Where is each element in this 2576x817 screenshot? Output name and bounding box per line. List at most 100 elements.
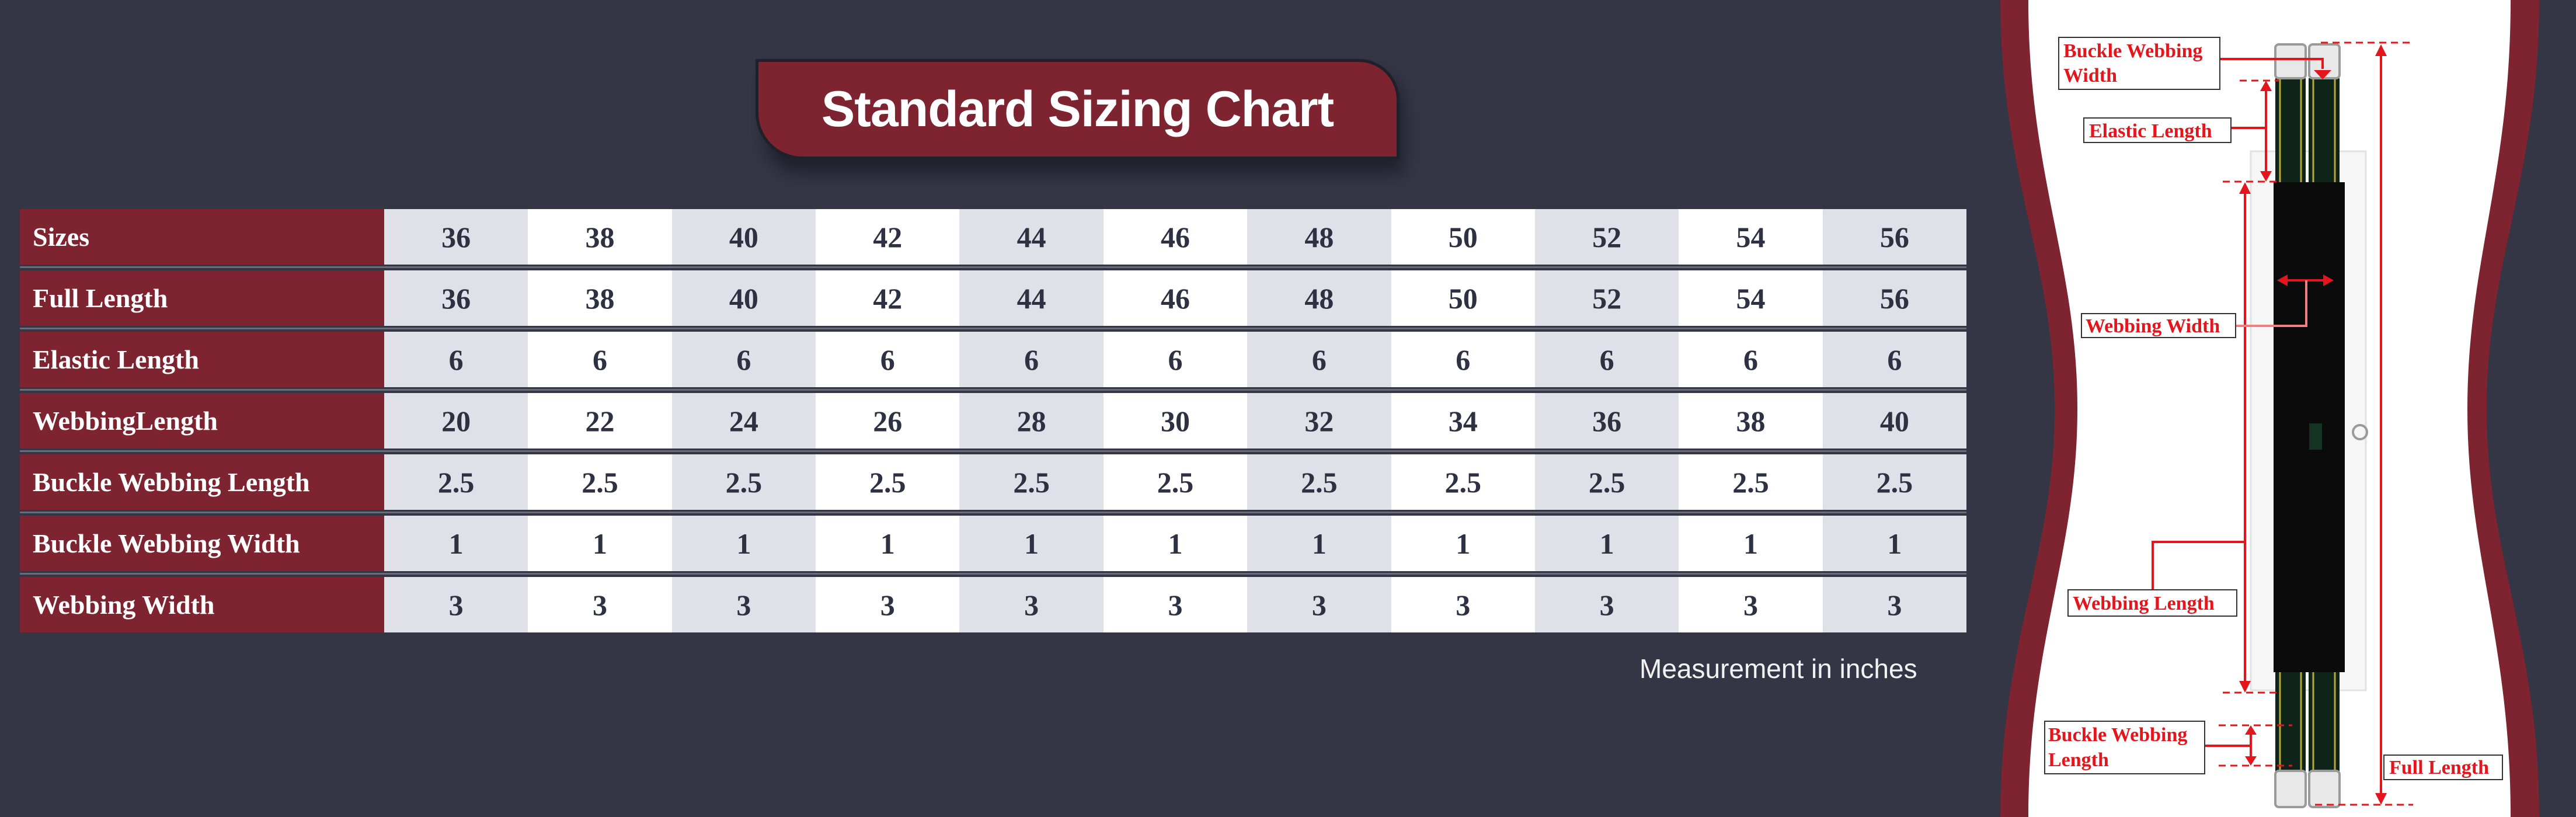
table-cell: 34 xyxy=(1391,393,1535,449)
table-cell: 6 xyxy=(816,332,960,387)
table-cell: 6 xyxy=(1247,332,1391,387)
row-label: Elastic Length xyxy=(20,332,384,387)
strap-stripes xyxy=(2279,78,2336,771)
table-cell: 6 xyxy=(1391,332,1535,387)
table-cell: 56 xyxy=(1822,209,1967,265)
table-row: Sizes 36 38 40 42 44 46 48 50 52 54 56 xyxy=(20,209,1967,268)
table-cell: 2.5 xyxy=(1103,454,1248,510)
table-cell: 38 xyxy=(528,209,672,265)
table-cell: 2.5 xyxy=(816,454,960,510)
brand-patch xyxy=(2309,423,2322,450)
d-ring xyxy=(2352,424,2368,440)
table-cell: 3 xyxy=(1822,577,1967,632)
table-cell: 40 xyxy=(671,209,816,265)
table-cell: 40 xyxy=(671,270,816,326)
table-cell: 3 xyxy=(1534,577,1679,632)
table-cell: 50 xyxy=(1391,209,1535,265)
row-label: Buckle Webbing Width xyxy=(20,516,384,571)
row-label: Full Length xyxy=(20,270,384,326)
table-cell: 52 xyxy=(1534,209,1679,265)
label-full-length: Full Length xyxy=(2389,757,2489,778)
measurement-note: Measurement in inches xyxy=(1639,653,1917,684)
label-elastic-length: Elastic Length xyxy=(2089,120,2212,142)
top-buckle-right xyxy=(2308,43,2341,79)
table-cell: 28 xyxy=(959,393,1103,449)
table-row: Elastic Length 6 6 6 6 6 6 6 6 6 6 6 xyxy=(20,332,1967,391)
table-cell: 6 xyxy=(528,332,672,387)
label-buckle-webbing-width-line1: Buckle Webbing xyxy=(2063,40,2202,62)
table-cell: 2.5 xyxy=(959,454,1103,510)
annotation-lines xyxy=(2152,41,2413,806)
label-buckle-webbing-length-line1: Buckle Webbing xyxy=(2048,724,2187,746)
row-label: Webbing Width xyxy=(20,577,384,632)
table-cell: 1 xyxy=(384,516,528,571)
table-cell: 3 xyxy=(1391,577,1535,632)
table-cell: 2.5 xyxy=(1247,454,1391,510)
table-row: Full Length 36 38 40 42 44 46 48 50 52 54 56 xyxy=(20,270,1967,329)
table-cell: 6 xyxy=(384,332,528,387)
title-badge: Standard Sizing Chart xyxy=(756,59,1400,159)
table-cell: 1 xyxy=(1822,516,1967,571)
table-cell: 1 xyxy=(1247,516,1391,571)
table-row: Buckle Webbing Width 1 1 1 1 1 1 1 1 1 1 1 xyxy=(20,516,1967,575)
table-cell: 46 xyxy=(1103,209,1248,265)
table-cell: 50 xyxy=(1391,270,1535,326)
table-cell: 1 xyxy=(1103,516,1248,571)
table-cell: 3 xyxy=(384,577,528,632)
row-label: Buckle Webbing Length xyxy=(20,454,384,510)
label-buckle-webbing-width-line2: Width xyxy=(2063,65,2117,86)
table-cell: 36 xyxy=(384,270,528,326)
table-cell: 26 xyxy=(816,393,960,449)
table-cell: 2.5 xyxy=(1822,454,1967,510)
table-cell: 20 xyxy=(384,393,528,449)
table-cell: 38 xyxy=(1679,393,1823,449)
table-cell: 46 xyxy=(1103,270,1248,326)
top-buckle-left xyxy=(2274,43,2307,79)
table-cell: 1 xyxy=(528,516,672,571)
table-cell: 6 xyxy=(671,332,816,387)
table-cell: 1 xyxy=(1534,516,1679,571)
table-cell: 1 xyxy=(1679,516,1823,571)
table-cell: 22 xyxy=(528,393,672,449)
table-cell: 6 xyxy=(1679,332,1823,387)
table-cell: 3 xyxy=(1103,577,1248,632)
label-webbing-length: Webbing Length xyxy=(2073,593,2215,614)
table-cell: 2.5 xyxy=(1391,454,1535,510)
table-cell: 1 xyxy=(959,516,1103,571)
table-row: Buckle Webbing Length 2.5 2.5 2.5 2.5 2.5 2.5 2… xyxy=(20,454,1967,513)
table-cell: 2.5 xyxy=(671,454,816,510)
table-cell: 30 xyxy=(1103,393,1248,449)
table-cell: 42 xyxy=(816,270,960,326)
table-cell: 2.5 xyxy=(528,454,672,510)
table-cell: 3 xyxy=(1247,577,1391,632)
table-cell: 6 xyxy=(1534,332,1679,387)
table-cell: 3 xyxy=(816,577,960,632)
table-cell: 36 xyxy=(1534,393,1679,449)
table-cell: 52 xyxy=(1534,270,1679,326)
table-cell: 32 xyxy=(1247,393,1391,449)
table-cell: 56 xyxy=(1822,270,1967,326)
table-cell: 38 xyxy=(528,270,672,326)
table-cell: 48 xyxy=(1247,209,1391,265)
table-cell: 54 xyxy=(1679,270,1823,326)
row-label: Sizes xyxy=(20,209,384,265)
table-cell: 3 xyxy=(671,577,816,632)
table-cell: 40 xyxy=(1822,393,1967,449)
table-cell: 42 xyxy=(816,209,960,265)
table-cell: 6 xyxy=(1822,332,1967,387)
table-cell: 48 xyxy=(1247,270,1391,326)
table-cell: 2.5 xyxy=(384,454,528,510)
table-cell: 3 xyxy=(959,577,1103,632)
table-cell: 24 xyxy=(671,393,816,449)
table-cell: 1 xyxy=(1391,516,1535,571)
table-cell: 54 xyxy=(1679,209,1823,265)
table-cell: 3 xyxy=(528,577,672,632)
table-cell: 1 xyxy=(816,516,960,571)
label-webbing-width: Webbing Width xyxy=(2086,315,2220,337)
table-cell: 6 xyxy=(1103,332,1248,387)
table-cell: 1 xyxy=(671,516,816,571)
table-cell: 2.5 xyxy=(1679,454,1823,510)
table-cell: 36 xyxy=(384,209,528,265)
table-cell: 2.5 xyxy=(1534,454,1679,510)
